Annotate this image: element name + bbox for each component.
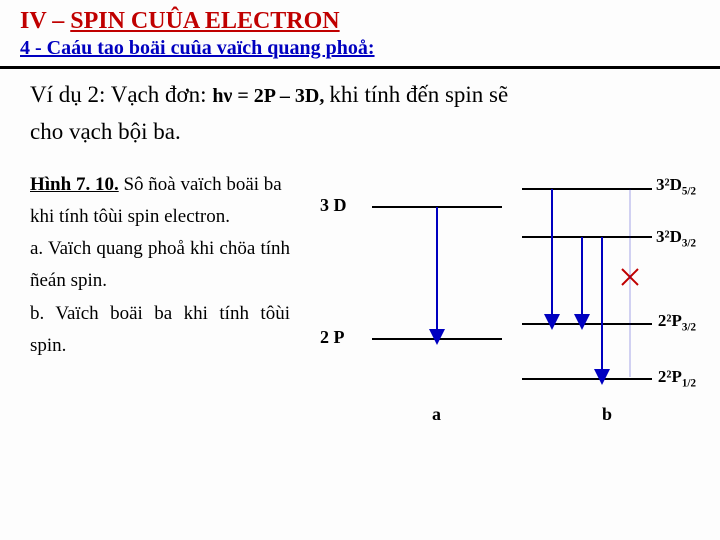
caption-line2: a. Vaïch quang phoå khi chöa tính ñeán s…	[30, 233, 290, 298]
figure-caption: Hình 7. 10. Sô ñoà vaïch boäi ba khi tín…	[30, 169, 290, 449]
section-title: IV – SPIN CUÛA ELECTRON	[20, 8, 700, 35]
label-b: b	[602, 404, 612, 425]
example-formula: hν = 2P – 3D,	[212, 85, 329, 107]
example-line2: cho vạch bội ba.	[30, 114, 700, 151]
section-title-text: SPIN CUÛA ELECTRON	[70, 8, 339, 34]
example-prefix: Ví dụ 2: Vạch đơn:	[30, 82, 212, 107]
caption-line3: b. Vaïch boäi ba khi tính tôùi spin.	[30, 298, 290, 363]
diagram-svg	[302, 169, 702, 429]
fig-number: Hình 7. 10.	[30, 174, 119, 195]
energy-diagram: 3 D 2 P 3²D5/2 3²D3/2 2²P3/2 2²P1/2	[302, 169, 700, 449]
section-subtitle: 4 - Caáu tao boäi cuûa vaïch quang phoå:	[20, 37, 700, 64]
section-roman: IV –	[20, 8, 70, 34]
example-suffix1: khi tính đến spin sẽ	[329, 82, 508, 107]
label-a: a	[432, 404, 441, 425]
example-text: Ví dụ 2: Vạch đơn: hν = 2P – 3D, khi tín…	[30, 77, 700, 114]
